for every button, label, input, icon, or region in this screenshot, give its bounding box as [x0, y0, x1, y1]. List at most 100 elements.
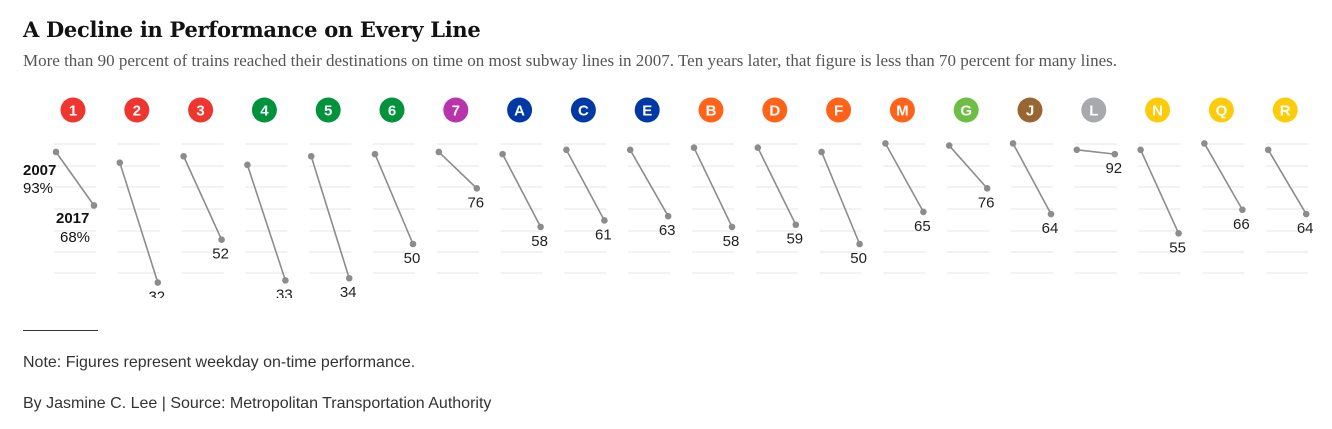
start-point	[52, 148, 60, 156]
start-value-label: 93%	[23, 180, 53, 197]
start-point	[563, 146, 570, 154]
slope-line	[246, 164, 287, 281]
slope-line	[310, 156, 350, 279]
end-value-label: 58	[531, 233, 548, 250]
start-point	[882, 140, 889, 147]
slope-line	[820, 151, 861, 245]
route-bullet-m	[889, 97, 915, 123]
end-value-label: 55	[1169, 239, 1186, 256]
route-label: 7	[452, 103, 460, 120]
start-point	[1264, 146, 1272, 154]
start-point	[754, 144, 762, 151]
end-value-label: 76	[467, 194, 484, 211]
slope-chart: 1 2 32 3 52 4 33 5 34 6 50 7 76 A 58 C 61 E 63 B 58 D 59 F 50 M 65…	[23, 97, 1314, 298]
chart-subtitle: More than 90 percent of trains reached t…	[23, 51, 1118, 70]
route-label: D	[769, 103, 780, 120]
end-year-label: 2017	[56, 210, 89, 227]
route-label: 5	[324, 103, 332, 120]
end-point	[537, 223, 544, 231]
route-label: 2	[133, 103, 141, 120]
line-group-m: M 65	[882, 97, 931, 274]
line-group-f: F 50	[818, 97, 867, 274]
end-point	[1047, 210, 1055, 218]
slope-line	[1012, 143, 1052, 215]
start-point	[1137, 146, 1144, 154]
start-year-label: 2007	[23, 162, 56, 179]
line-group-a: A 58	[499, 97, 548, 274]
route-label: F	[834, 103, 843, 120]
start-point	[945, 142, 953, 149]
line-group-d: D 59	[754, 97, 803, 274]
line-group-c: C 61	[563, 97, 612, 274]
route-bullet-e	[634, 97, 660, 123]
start-point	[626, 146, 634, 154]
route-label: B	[706, 103, 717, 120]
end-point	[728, 223, 736, 231]
slope-line	[629, 149, 669, 217]
route-bullet-7	[443, 97, 469, 123]
start-point	[1073, 146, 1081, 154]
end-value-label: 92	[1105, 160, 1122, 177]
slope-line	[438, 151, 478, 189]
line-group-r: R 64	[1264, 97, 1314, 274]
start-point	[1201, 140, 1208, 147]
line-group-4: 4 33	[244, 97, 293, 298]
start-point	[307, 152, 315, 160]
slope-line	[501, 153, 542, 228]
end-value-label: 52	[212, 246, 229, 263]
route-bullet-f	[826, 97, 852, 123]
route-label: N	[1152, 103, 1163, 120]
start-point	[180, 152, 187, 160]
end-point	[983, 185, 991, 192]
end-value-label: 64	[1042, 220, 1059, 237]
slope-line	[182, 155, 223, 241]
route-label: 4	[260, 103, 269, 120]
line-group-g: G 76	[945, 97, 995, 274]
end-point	[792, 221, 800, 229]
line-group-j: J 64	[1009, 97, 1059, 274]
line-group-5: 5 34	[307, 97, 357, 298]
route-bullet-d	[762, 97, 788, 123]
route-bullet-4	[251, 97, 277, 123]
line-group-6: 6 50	[371, 97, 421, 274]
route-bullet-5	[315, 97, 341, 123]
route-bullet-c	[570, 97, 596, 123]
start-point	[818, 148, 825, 156]
route-bullet-1	[60, 97, 86, 123]
route-bullet-3	[188, 97, 214, 123]
slope-line	[948, 145, 988, 189]
end-point	[409, 240, 417, 248]
end-value-label: 61	[595, 226, 612, 243]
slope-line	[55, 151, 95, 206]
route-label: M	[896, 103, 909, 120]
route-bullet-r	[1272, 97, 1298, 123]
end-value-label: 33	[276, 286, 293, 298]
chart-title: A Decline in Performance on Every Line	[23, 17, 481, 42]
end-value-label: 66	[1233, 216, 1250, 233]
line-group-e: E 63	[626, 97, 676, 274]
start-point	[1009, 140, 1017, 147]
start-point	[435, 148, 443, 156]
start-point	[499, 150, 506, 158]
line-group-3: 3 52	[180, 97, 229, 274]
end-value-label: 59	[786, 231, 803, 248]
line-group-1: 1	[52, 97, 98, 274]
end-point	[1239, 206, 1246, 214]
end-value-label: 32	[148, 289, 165, 298]
line-group-q: Q 66	[1201, 97, 1250, 274]
end-value-label: 68%	[60, 229, 90, 246]
route-label: 3	[196, 103, 204, 120]
end-point	[345, 274, 353, 282]
end-value-label: 50	[404, 250, 421, 267]
slope-line	[693, 147, 733, 228]
line-group-l: L 92	[1073, 97, 1122, 274]
line-group-7: 7 76	[435, 97, 484, 274]
line-group-2: 2 32	[116, 97, 165, 298]
start-point	[116, 159, 124, 166]
route-bullet-a	[507, 97, 533, 123]
footer-divider	[23, 330, 98, 331]
end-point	[90, 202, 98, 209]
end-value-label: 34	[340, 284, 357, 298]
slope-line	[374, 153, 414, 245]
route-label: G	[960, 103, 972, 120]
